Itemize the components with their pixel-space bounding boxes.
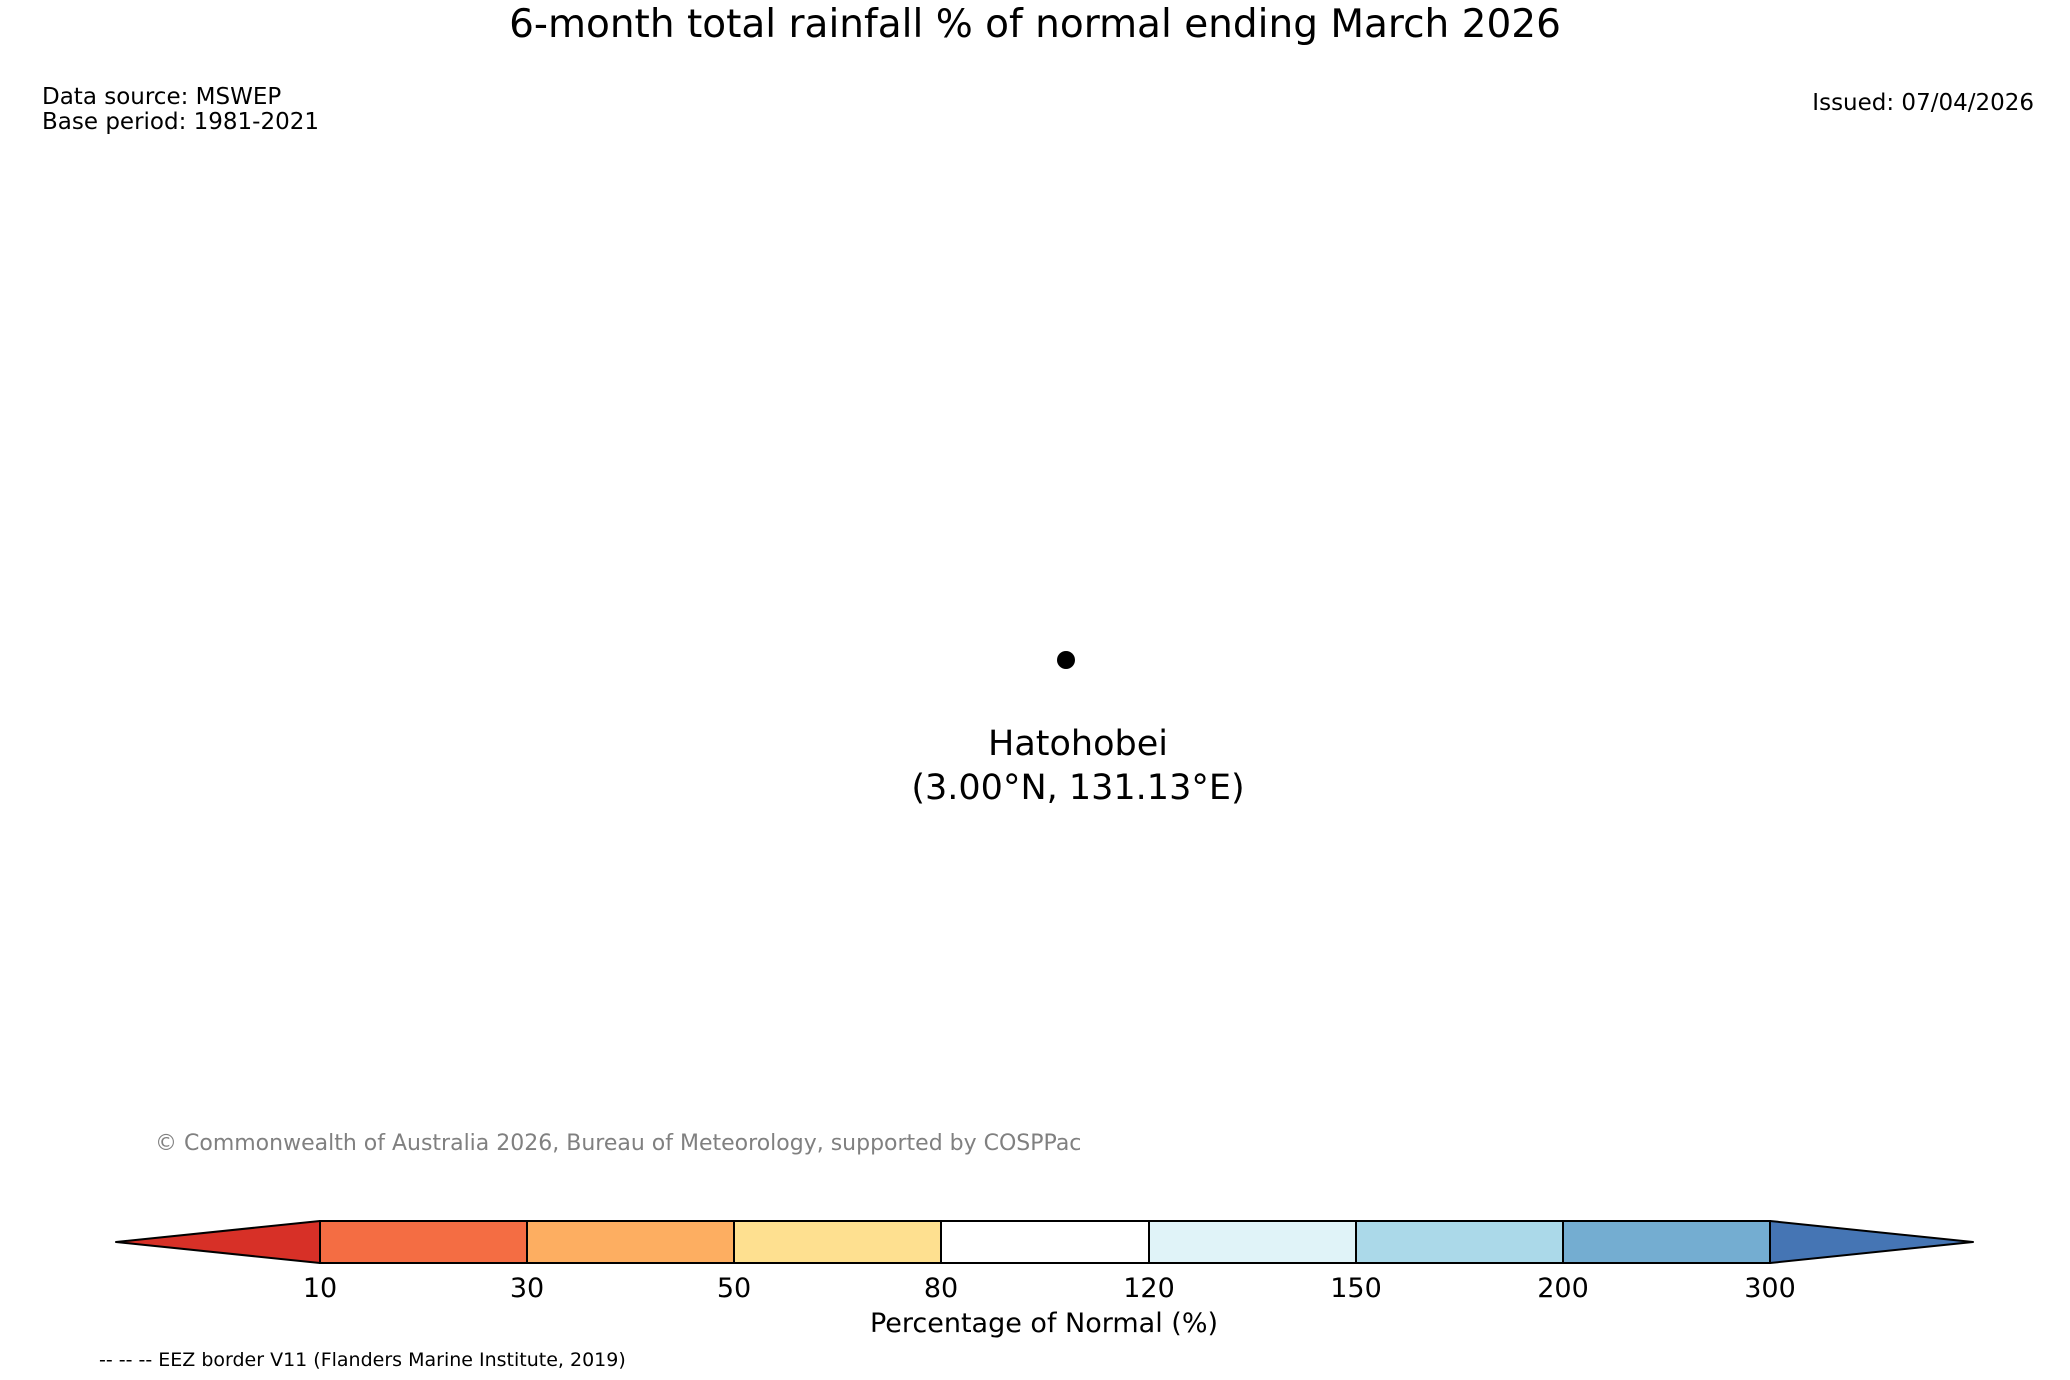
colorbar-segment xyxy=(319,1220,528,1264)
colorbar: 10 30 50 80 120 150 200 300 Percentage o… xyxy=(115,1220,1974,1339)
colorbar-right-arrow xyxy=(1769,1220,1974,1264)
colorbar-tick-label: 10 xyxy=(303,1273,337,1304)
colorbar-segment xyxy=(1562,1220,1771,1264)
page-title: 6-month total rainfall % of normal endin… xyxy=(509,2,1561,47)
data-source-text: Data source: MSWEP xyxy=(42,84,282,110)
station-name: Hatohobei xyxy=(988,724,1168,764)
colorbar-segment xyxy=(733,1220,942,1264)
data-source-block: Data source: MSWEP Base period: 1981-202… xyxy=(42,84,320,136)
colorbar-tick-label: 150 xyxy=(1330,1273,1382,1304)
base-period-text: Base period: 1981-2021 xyxy=(42,109,320,136)
colorbar-tick-label: 120 xyxy=(1123,1273,1175,1304)
colorbar-segment xyxy=(940,1220,1150,1264)
colorbar-tick-label: 80 xyxy=(924,1273,958,1304)
copyright-text: © Commonwealth of Australia 2026, Bureau… xyxy=(155,1131,1082,1156)
colorbar-segment xyxy=(1355,1220,1564,1264)
issued-date-text: Issued: 07/04/2026 xyxy=(1812,90,2034,116)
station-coordinates: (3.00°N, 131.13°E) xyxy=(911,768,1245,809)
station-marker-dot xyxy=(1057,651,1075,669)
station-label: Hatohobei (3.00°N, 131.13°E) xyxy=(578,722,1578,810)
colorbar-tick-label: 300 xyxy=(1744,1273,1796,1304)
colorbar-axis-label: Percentage of Normal (%) xyxy=(870,1308,1218,1339)
colorbar-tick-label: 30 xyxy=(510,1273,544,1304)
colorbar-segment xyxy=(1148,1220,1357,1264)
colorbar-segment xyxy=(526,1220,735,1264)
colorbar-tick-label: 50 xyxy=(717,1273,751,1304)
colorbar-left-arrow xyxy=(115,1220,321,1264)
eez-border-footnote: -- -- -- EEZ border V11 (Flanders Marine… xyxy=(99,1349,626,1371)
colorbar-tick-label: 200 xyxy=(1537,1273,1589,1304)
